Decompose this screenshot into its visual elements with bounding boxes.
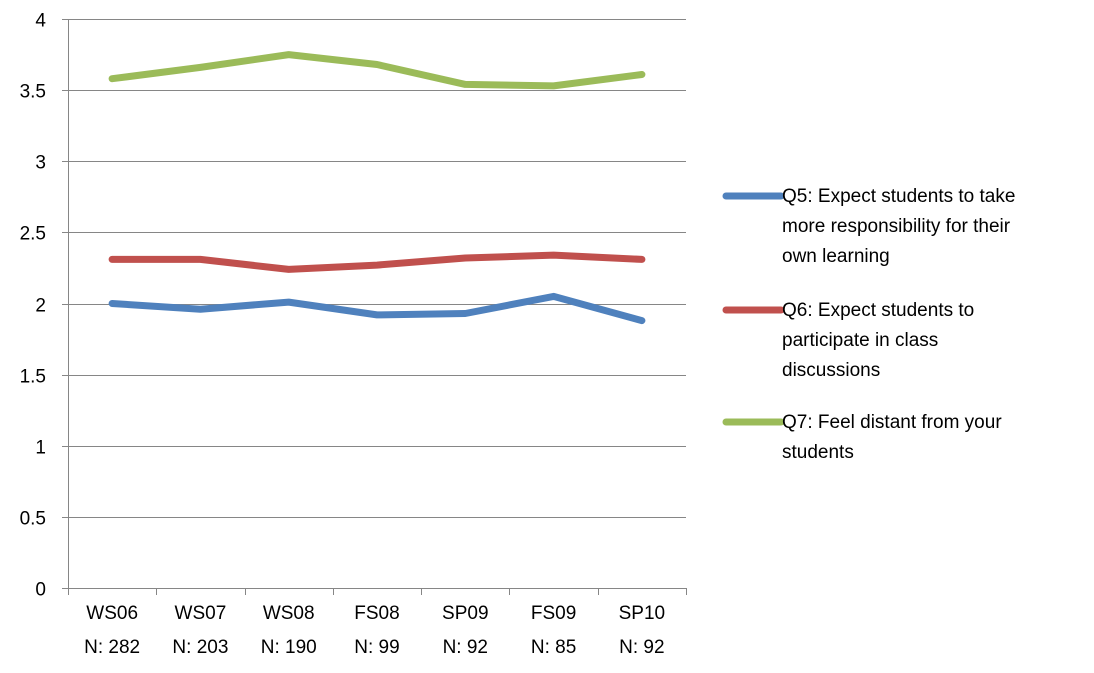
series-lines [108, 51, 646, 325]
x-axis: WS06 N: 282 WS07 N: 203 WS08 N: 190 FS08 N: 99 S… [68, 19, 687, 658]
y-tick-label: 0.5 [20, 509, 46, 530]
legend-label: Q5: Expect students to take more responsi… [782, 186, 1015, 267]
series-line-7 [108, 51, 646, 90]
y-tick-label: 1 [35, 438, 46, 459]
y-tick-label: 0 [35, 580, 46, 601]
legend-label: Q7: Feel distant from your students [782, 412, 1002, 463]
y-tick-label: 2 [35, 296, 46, 317]
series-line-6 [108, 251, 646, 273]
y-tick-label: 3.5 [20, 82, 46, 103]
series-line-5 [108, 292, 646, 325]
y-axis-ticks: 0 0.5 1 1.5 2 2.5 3 3.5 4 [20, 11, 68, 601]
x-tick-label: FS08 N: 99 [354, 603, 399, 658]
legend-label: Q6: Expect students to participate in cla… [782, 300, 974, 381]
x-tick-label: FS09 N: 85 [531, 603, 576, 658]
y-tick-label: 2.5 [20, 224, 46, 245]
legend: Q5: Expect students to take more responsi… [722, 186, 1015, 463]
x-tick-label: SP09 N: 92 [442, 603, 488, 658]
y-tick-label: 1.5 [20, 367, 46, 388]
y-tick-label: 3 [35, 153, 46, 174]
x-tick-label: WS08 N: 190 [261, 603, 317, 658]
x-tick-label: WS06 N: 282 [84, 603, 140, 658]
x-tick-label: SP10 N: 92 [619, 603, 665, 658]
x-tick-label: WS07 N: 203 [172, 603, 228, 658]
y-tick-label: 4 [35, 11, 46, 32]
